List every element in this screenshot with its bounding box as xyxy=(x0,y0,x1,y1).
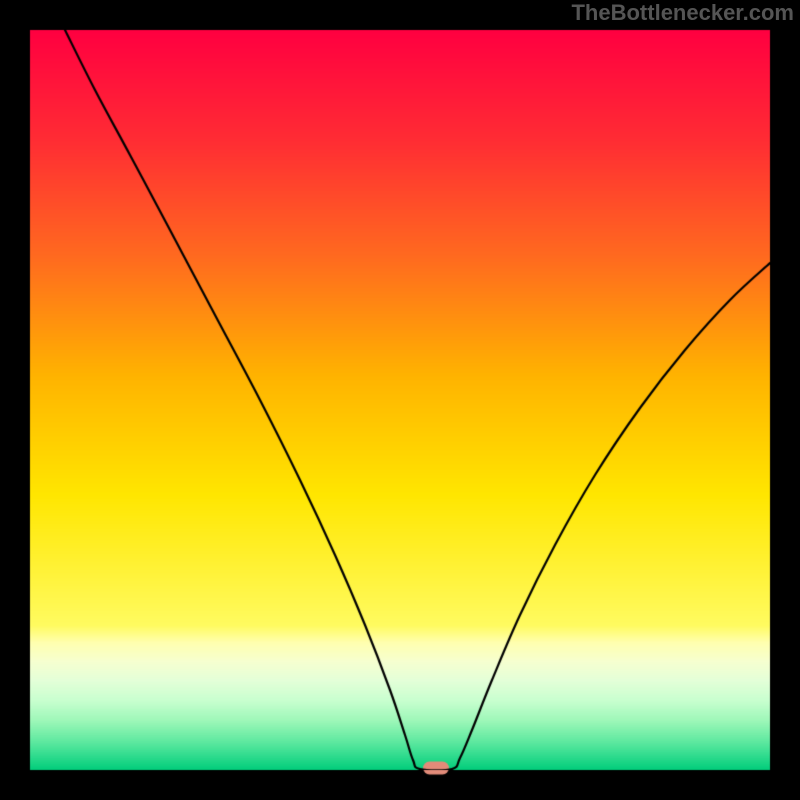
bottleneck-chart xyxy=(0,0,800,800)
watermark-text: TheBottlenecker.com xyxy=(571,0,794,26)
